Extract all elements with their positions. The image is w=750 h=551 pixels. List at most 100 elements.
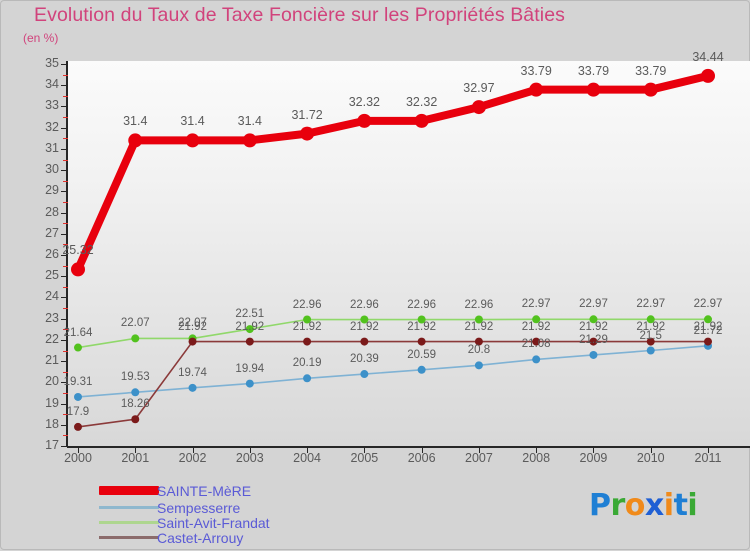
x-tick-label: 2001: [121, 451, 150, 465]
plot-area: [67, 61, 750, 446]
x-tick: [78, 446, 79, 453]
y-tick: [61, 297, 68, 299]
x-tick: [249, 446, 251, 453]
data-point-label: 21.92: [235, 320, 265, 333]
y-minor-tick: [63, 350, 68, 352]
y-tick-label: 17: [45, 438, 59, 452]
x-tick-label: 2008: [522, 451, 551, 465]
data-point-label: 21.64: [63, 326, 93, 339]
data-point-label: 32.32: [405, 94, 438, 109]
legend-swatch: [99, 521, 159, 524]
y-tick-label: 29: [45, 183, 59, 198]
data-point-label: 21.92: [521, 320, 551, 333]
logo-letter: i: [687, 488, 698, 523]
y-tick: [61, 127, 68, 129]
data-point-label: 33.79: [577, 63, 610, 78]
data-point-label: 31.4: [180, 114, 205, 129]
y-minor-tick: [63, 414, 68, 416]
x-axis: [67, 446, 750, 448]
data-point-label: 22.96: [349, 298, 379, 311]
data-point-label: 31.4: [123, 114, 148, 129]
y-tick-label: 21: [45, 353, 59, 368]
data-point-label: 32.97: [463, 81, 495, 96]
y-tick: [61, 255, 68, 256]
y-tick: [61, 276, 68, 278]
y-tick: [61, 64, 68, 65]
x-tick: [650, 446, 652, 453]
x-tick-label: 2005: [350, 451, 379, 465]
y-minor-tick: [63, 435, 68, 437]
y-tick-label: 18: [45, 416, 59, 431]
legend-label: Castet-Arrouy: [157, 530, 244, 546]
y-tick-label: 23: [45, 310, 59, 325]
logo-letter: r: [610, 488, 626, 523]
y-tick-label: 20: [45, 374, 59, 389]
y-tick-label: 34: [45, 77, 59, 92]
y-tick-label: 35: [45, 56, 59, 70]
y-tick-label: 22: [45, 331, 59, 346]
y-tick: [61, 339, 68, 341]
data-point-label: 32.32: [348, 94, 380, 109]
x-tick-label: 2010: [636, 451, 665, 465]
proxiti-logo: Proxiti: [589, 488, 698, 523]
legend-label: Saint-Avit-Frandat: [157, 515, 270, 531]
data-point-label: 19.94: [235, 362, 265, 375]
y-tick-label: 32: [45, 119, 59, 134]
data-point-label: 20.39: [349, 353, 379, 366]
legend-swatch: [99, 506, 159, 509]
data-point-label: 20.8: [467, 344, 491, 357]
y-minor-tick: [63, 392, 68, 394]
logo-letter: t: [673, 488, 688, 523]
y-tick: [61, 85, 68, 87]
data-point-label: 21.92: [464, 320, 494, 333]
x-tick-label: 2000: [64, 451, 92, 465]
data-point-label: 17.9: [66, 405, 90, 418]
y-minor-tick: [63, 74, 68, 76]
y-tick: [61, 106, 68, 108]
data-point-label: 21.72: [693, 324, 723, 337]
data-point-label: 21.92: [349, 320, 379, 333]
logo-letter: i: [663, 488, 674, 523]
data-point-label: 21.92: [693, 320, 723, 333]
data-point-label: 22.07: [178, 317, 207, 330]
legend-swatch: [99, 486, 159, 495]
y-minor-tick: [63, 223, 68, 225]
data-point-label: 21.92: [292, 320, 322, 333]
y-minor-tick: [63, 180, 68, 182]
x-tick: [307, 446, 309, 453]
x-tick-label: 2007: [465, 451, 493, 465]
data-point-label: 33.79: [520, 63, 552, 78]
data-point-label: 22.51: [235, 308, 265, 321]
legend-label: Sempesserre: [157, 500, 241, 516]
x-tick-label: 2009: [579, 451, 608, 465]
logo-letter: o: [624, 488, 646, 523]
data-point-label: 21.92: [636, 320, 666, 333]
data-point-label: 19.53: [120, 371, 150, 384]
legend-swatch: [99, 536, 159, 539]
y-tick-label: 27: [45, 225, 59, 240]
y-minor-tick: [63, 201, 68, 203]
data-point-label: 19.31: [63, 375, 93, 388]
data-point-label: 19.74: [178, 366, 207, 379]
y-tick: [61, 148, 68, 150]
y-tick: [61, 318, 68, 320]
y-minor-tick: [63, 117, 68, 119]
x-tick: [593, 446, 595, 453]
y-minor-tick: [63, 371, 68, 373]
y-minor-tick: [63, 265, 68, 267]
y-minor-tick: [63, 244, 68, 246]
data-point-label: 20.19: [292, 357, 322, 370]
y-tick-label: 24: [45, 289, 59, 304]
x-tick-label: 2003: [235, 451, 264, 465]
data-point-label: 22.07: [120, 317, 150, 330]
x-tick-label: 2002: [178, 451, 207, 465]
data-point-label: 31.72: [291, 107, 323, 122]
x-tick: [364, 446, 366, 453]
x-tick: [478, 446, 480, 453]
y-tick: [61, 212, 68, 214]
axis-unit-label: (en %): [23, 31, 59, 45]
data-point-label: 33.79: [635, 63, 667, 78]
y-tick: [61, 403, 68, 405]
y-minor-tick: [63, 286, 68, 288]
data-point-label: 34.44: [692, 49, 724, 64]
